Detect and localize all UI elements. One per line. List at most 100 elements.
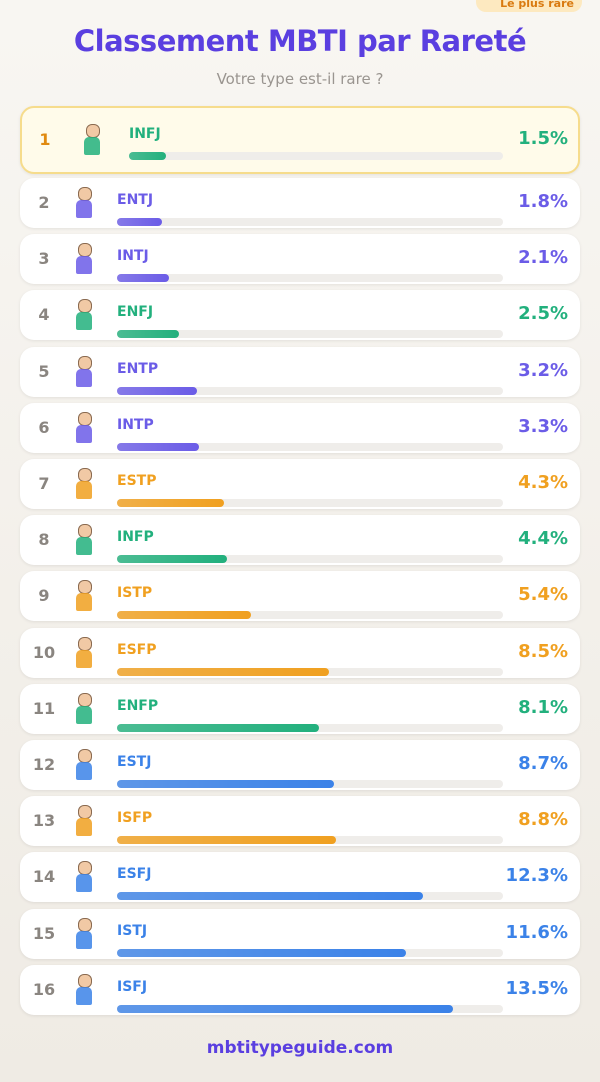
rank: 15	[32, 923, 56, 943]
avatar-body	[76, 649, 92, 668]
avatar-head	[78, 580, 92, 595]
value-label: 3.3%	[518, 415, 568, 437]
type-name: ISTP	[117, 585, 153, 602]
bar	[117, 274, 170, 283]
bar-track	[129, 152, 503, 160]
type-name: INFJ	[129, 126, 161, 142]
avatar-head	[78, 524, 92, 539]
avatar-head	[78, 636, 92, 651]
avatar-body	[76, 256, 92, 275]
avatar-head	[78, 749, 92, 763]
type-name: INFP	[117, 529, 154, 546]
bar	[117, 1004, 454, 1013]
subtitle: Votre type est-il rare ?	[216, 70, 384, 88]
value-label: 3.2%	[518, 359, 568, 381]
bar	[117, 723, 319, 732]
bar	[117, 499, 225, 507]
rank: 9	[38, 586, 50, 606]
bar	[117, 948, 406, 957]
bar	[117, 780, 334, 788]
rank: 6	[38, 417, 50, 437]
value-label: 2.1%	[518, 247, 568, 269]
rank: 12	[32, 755, 56, 774]
avatar-body	[76, 481, 92, 499]
rank: 1	[39, 130, 51, 149]
type-name: ENFJ	[117, 304, 154, 321]
bar-track	[117, 555, 503, 564]
rank: 2	[38, 193, 50, 212]
bar	[117, 555, 227, 564]
bar	[117, 667, 329, 676]
avatar-body	[76, 874, 92, 893]
badge: Le plus rare	[476, 0, 582, 12]
rank: 7	[38, 474, 50, 493]
avatar-head	[78, 468, 92, 482]
value-label: 2.5%	[518, 303, 568, 325]
rank: 10	[32, 642, 56, 662]
type-name: INTJ	[117, 248, 149, 265]
bar-track	[117, 611, 503, 620]
avatar-head	[78, 973, 92, 988]
avatar-body	[76, 818, 92, 837]
avatar-head	[78, 299, 92, 314]
value-label: 4.4%	[518, 528, 568, 550]
type-name: ENTP	[117, 360, 159, 377]
value-label: 1.5%	[518, 128, 568, 149]
avatar-head	[78, 805, 92, 820]
bar-track	[117, 330, 503, 339]
avatar-body	[76, 368, 92, 387]
avatar-head	[78, 243, 92, 258]
bar-track	[117, 218, 503, 226]
rank: 4	[38, 305, 50, 325]
rank: 14	[32, 867, 56, 887]
avatar-head	[78, 861, 92, 876]
footer: mbtitypeguide.com	[206, 1038, 394, 1058]
rank: 16	[32, 979, 56, 999]
avatar-body	[76, 312, 92, 331]
value-label: 12.3%	[505, 865, 568, 887]
avatar-body	[76, 986, 92, 1005]
type-name: ISFP	[117, 810, 153, 827]
avatar-head	[78, 917, 92, 932]
bar-track	[117, 499, 503, 507]
chart-title: Classement MBTI par Rareté	[73, 24, 527, 58]
bar-track	[117, 386, 503, 395]
value-label: 5.4%	[518, 584, 568, 606]
type-name: ENFP	[117, 697, 159, 714]
value-label: 8.1%	[518, 696, 568, 718]
avatar-body	[76, 930, 92, 949]
avatar-body	[76, 424, 92, 443]
bar	[117, 836, 337, 845]
bar	[117, 611, 252, 620]
value-label: 11.6%	[505, 921, 568, 943]
avatar-body	[76, 200, 92, 218]
avatar-body	[76, 705, 92, 724]
type-name: ISTJ	[117, 922, 148, 939]
bar-track	[117, 442, 503, 451]
rank: 3	[38, 249, 50, 269]
rank: 8	[38, 530, 50, 550]
avatar-body	[84, 137, 100, 155]
value-label: 4.3%	[518, 472, 568, 493]
avatar-body	[76, 762, 92, 780]
avatar-body	[76, 537, 92, 556]
value-label: 8.5%	[518, 640, 568, 662]
value-label: 13.5%	[505, 977, 568, 999]
row-card	[20, 106, 580, 174]
avatar-head	[78, 411, 92, 426]
value-label: 8.7%	[518, 753, 568, 774]
bar	[117, 330, 180, 339]
avatar-head	[78, 355, 92, 370]
type-name: INTP	[117, 416, 154, 433]
value-label: 1.8%	[518, 191, 568, 212]
avatar-body	[76, 593, 92, 612]
rank: 11	[32, 698, 56, 718]
avatar-head	[78, 692, 92, 707]
bar	[117, 218, 162, 226]
avatar-head	[86, 124, 100, 138]
bar	[117, 442, 200, 451]
type-name: ESFJ	[117, 866, 152, 883]
bar	[129, 152, 167, 160]
type-name: ESTJ	[117, 754, 152, 770]
